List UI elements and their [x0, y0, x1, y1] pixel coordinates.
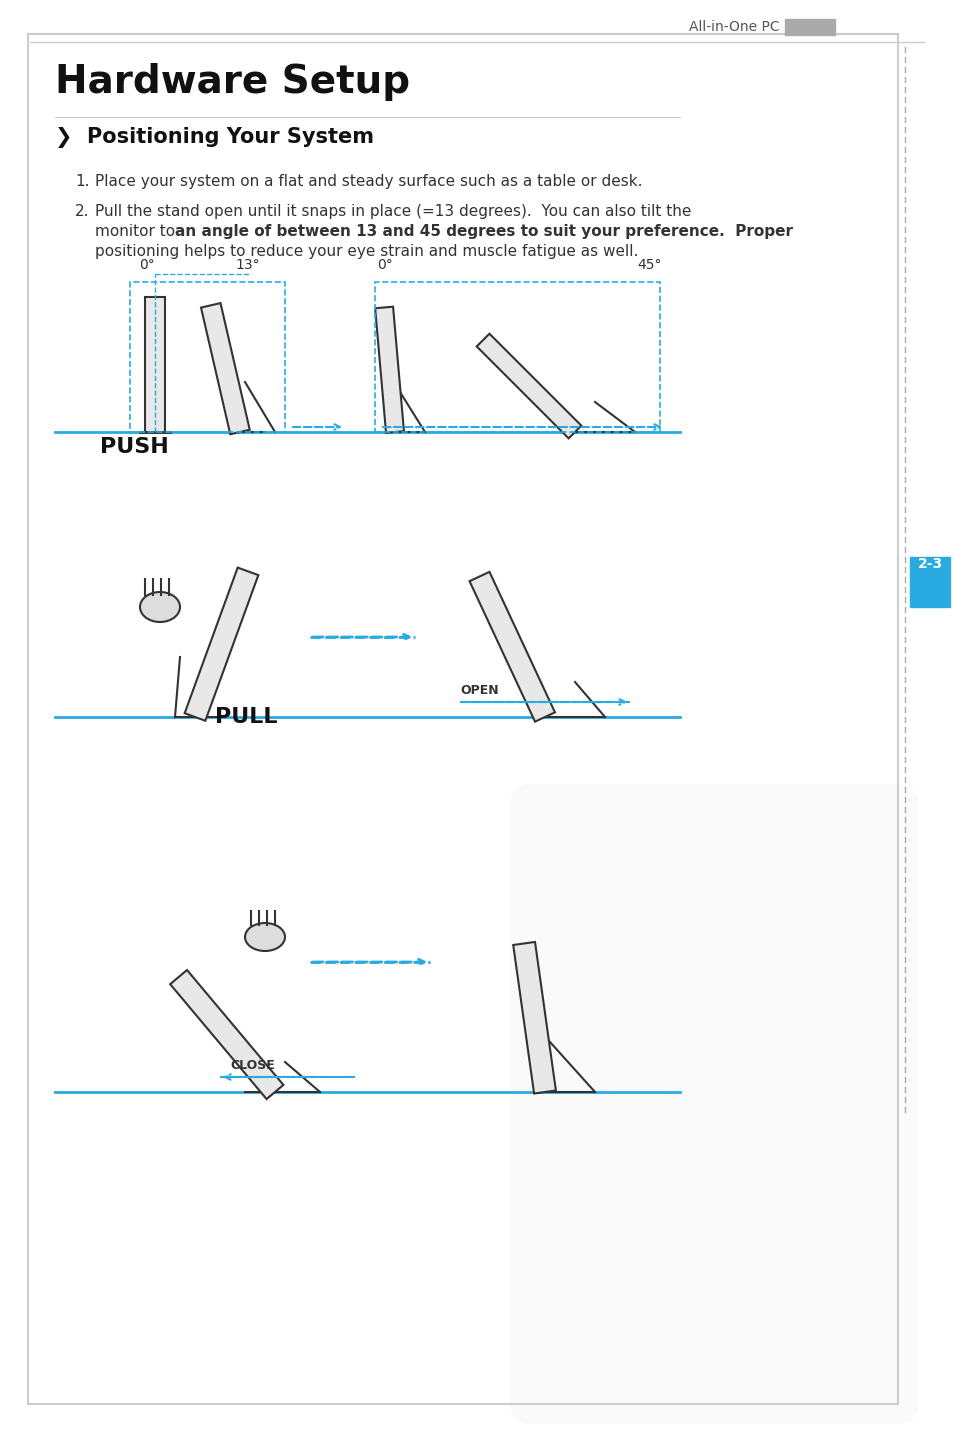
Text: ❯  Positioning Your System: ❯ Positioning Your System [55, 126, 374, 147]
Bar [130, 282, 285, 432]
Text: Pull the stand open until it snaps in place (=13 degrees).  You can also tilt th: Pull the stand open until it snaps in pl… [95, 203, 691, 219]
Bar [375, 282, 659, 432]
Polygon shape [375, 306, 403, 432]
Bar [784, 19, 834, 34]
Polygon shape [201, 304, 250, 434]
Polygon shape [476, 334, 580, 438]
Polygon shape [170, 969, 283, 1100]
Text: positioning helps to reduce your eye strain and muscle fatigue as well.: positioning helps to reduce your eye str… [95, 243, 638, 259]
Bar [145, 296, 165, 432]
Text: 45°: 45° [638, 258, 661, 272]
Text: Place your system on a flat and steady surface such as a table or desk.: Place your system on a flat and steady s… [95, 175, 641, 189]
Text: 2.: 2. [75, 203, 90, 219]
FancyBboxPatch shape [510, 783, 917, 1423]
Polygon shape [185, 567, 258, 720]
Text: PULL: PULL [214, 707, 277, 727]
Text: 2-3: 2-3 [917, 557, 942, 571]
Text: 13°: 13° [235, 258, 260, 272]
Text: 1.: 1. [75, 175, 90, 189]
Text: OPEN: OPEN [459, 684, 498, 697]
Polygon shape [469, 571, 555, 722]
Text: PUSH: PUSH [100, 437, 169, 457]
Text: All-in-One PC: All-in-One PC [689, 20, 780, 34]
Polygon shape [513, 942, 556, 1094]
Text: Hardware Setup: Hardware Setup [55, 63, 410, 102]
Text: 0°: 0° [376, 258, 393, 272]
Text: an angle of between 13 and 45 degrees to suit your preference.  Proper: an angle of between 13 and 45 degrees to… [174, 223, 792, 239]
Text: 0°: 0° [139, 258, 154, 272]
Ellipse shape [140, 591, 180, 621]
Text: CLOSE: CLOSE [230, 1060, 274, 1073]
Text: monitor to: monitor to [95, 223, 180, 239]
Bar [909, 557, 949, 607]
Ellipse shape [245, 924, 285, 951]
